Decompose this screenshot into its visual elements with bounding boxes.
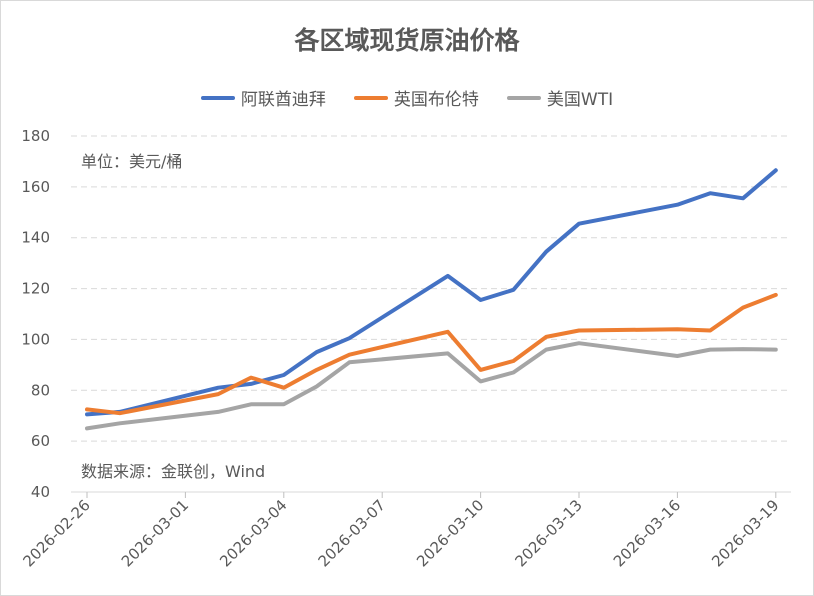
x-tick-label: 2026-03-13 <box>511 496 585 570</box>
y-tick-label: 180 <box>21 127 50 145</box>
legend-swatch-brent <box>353 95 388 100</box>
y-axis: 40 60 80 100 120 140 160 180 <box>21 127 50 501</box>
series-line-1 <box>85 292 778 416</box>
x-tick-label: 2026-03-07 <box>315 496 389 570</box>
chart-legend: 阿联酋迪拜 英国布伦特 美国WTI <box>1 85 813 110</box>
y-tick-label: 100 <box>21 330 50 348</box>
x-tick-label: 2026-02-26 <box>19 496 93 570</box>
x-tick-label: 2026-03-04 <box>216 496 290 570</box>
x-tick-label: 2026-03-01 <box>118 496 192 570</box>
y-tick-label: 80 <box>31 381 50 399</box>
x-tick-label: 2026-03-10 <box>413 496 487 570</box>
legend-label-dubai: 阿联酋迪拜 <box>240 90 326 110</box>
legend-swatch-wti <box>506 95 541 100</box>
legend-swatch-dubai <box>200 95 235 100</box>
series-line-2 <box>85 341 778 431</box>
y-tick-label: 160 <box>21 178 50 196</box>
legend-item-dubai: 阿联酋迪拜 <box>200 85 326 110</box>
y-tick-label: 60 <box>31 432 50 450</box>
y-tick-label: 40 <box>31 483 50 501</box>
x-tick-label: 2026-03-16 <box>610 496 684 570</box>
legend-label-wti: 美国WTI <box>546 90 614 110</box>
source-annotation: 数据来源：金联创，Wind <box>81 462 265 481</box>
y-tick-label: 120 <box>21 280 50 298</box>
x-tick-label: 2026-03-19 <box>708 496 782 570</box>
legend-label-brent: 英国布伦特 <box>393 90 479 110</box>
x-axis: 2026-02-26 2026-03-01 2026-03-04 2026-03-07… <box>19 491 791 570</box>
legend-item-wti: 美国WTI <box>506 85 614 110</box>
legend-item-brent: 英国布伦特 <box>353 85 479 110</box>
chart-title: 各区域现货原油价格 <box>294 26 520 55</box>
series-lines <box>85 168 778 431</box>
unit-annotation: 单位：美元/桶 <box>81 152 182 171</box>
series-line-0 <box>85 168 778 417</box>
y-tick-label: 140 <box>21 229 50 247</box>
